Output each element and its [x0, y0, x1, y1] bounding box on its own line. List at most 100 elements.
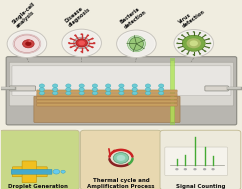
Circle shape — [7, 30, 47, 57]
Circle shape — [176, 31, 212, 56]
Ellipse shape — [182, 35, 205, 51]
FancyBboxPatch shape — [37, 90, 177, 93]
Ellipse shape — [129, 37, 143, 50]
Circle shape — [39, 88, 45, 91]
Ellipse shape — [91, 46, 94, 48]
Ellipse shape — [181, 51, 183, 52]
Circle shape — [92, 84, 98, 88]
Ellipse shape — [74, 35, 76, 36]
Ellipse shape — [204, 34, 206, 36]
Ellipse shape — [70, 46, 72, 48]
Text: Thermal cycle and
Amplification Process: Thermal cycle and Amplification Process — [87, 178, 155, 189]
Circle shape — [106, 84, 111, 88]
Ellipse shape — [178, 47, 180, 48]
Circle shape — [174, 29, 213, 57]
Circle shape — [145, 84, 151, 88]
Circle shape — [66, 91, 71, 95]
Circle shape — [39, 91, 45, 95]
Text: Single-cell
analysis: Single-cell analysis — [11, 1, 40, 29]
Circle shape — [193, 168, 197, 170]
Ellipse shape — [199, 32, 201, 33]
Circle shape — [79, 84, 84, 88]
Ellipse shape — [76, 39, 87, 47]
Ellipse shape — [80, 33, 83, 35]
Ellipse shape — [208, 47, 210, 48]
Text: Virus
detection: Virus detection — [178, 5, 206, 29]
Ellipse shape — [13, 34, 41, 53]
Ellipse shape — [193, 54, 195, 55]
Ellipse shape — [181, 34, 183, 36]
Ellipse shape — [186, 32, 189, 33]
Ellipse shape — [23, 40, 34, 48]
Text: Signal Counting: Signal Counting — [176, 184, 225, 189]
Circle shape — [92, 91, 98, 95]
Circle shape — [119, 91, 124, 95]
Circle shape — [203, 168, 206, 170]
Ellipse shape — [91, 38, 94, 40]
Circle shape — [9, 31, 45, 56]
Ellipse shape — [87, 35, 89, 36]
FancyBboxPatch shape — [0, 130, 79, 189]
Circle shape — [66, 84, 71, 88]
Circle shape — [62, 29, 101, 57]
Ellipse shape — [78, 41, 85, 45]
FancyBboxPatch shape — [165, 147, 227, 176]
Ellipse shape — [209, 43, 211, 44]
Ellipse shape — [68, 42, 70, 44]
FancyBboxPatch shape — [37, 97, 177, 99]
Circle shape — [132, 88, 137, 91]
Ellipse shape — [93, 42, 95, 44]
Circle shape — [145, 88, 151, 91]
Circle shape — [184, 168, 187, 170]
Circle shape — [106, 91, 111, 95]
FancyBboxPatch shape — [12, 66, 231, 96]
FancyBboxPatch shape — [9, 62, 234, 106]
FancyBboxPatch shape — [9, 86, 36, 91]
FancyBboxPatch shape — [12, 167, 47, 177]
Ellipse shape — [80, 51, 83, 53]
Circle shape — [159, 84, 164, 88]
Circle shape — [211, 168, 215, 170]
Circle shape — [79, 91, 84, 95]
Circle shape — [117, 155, 125, 161]
FancyBboxPatch shape — [160, 130, 241, 189]
Circle shape — [53, 91, 58, 95]
Ellipse shape — [74, 37, 90, 49]
Circle shape — [132, 84, 137, 88]
Circle shape — [92, 88, 98, 91]
Ellipse shape — [176, 43, 178, 44]
FancyBboxPatch shape — [11, 169, 52, 174]
Ellipse shape — [87, 50, 89, 51]
Circle shape — [145, 91, 151, 95]
Ellipse shape — [189, 40, 198, 46]
Circle shape — [119, 88, 124, 91]
Circle shape — [79, 88, 84, 91]
FancyBboxPatch shape — [37, 100, 177, 103]
FancyBboxPatch shape — [170, 58, 175, 125]
Ellipse shape — [25, 42, 31, 46]
Text: Bacteria
detection: Bacteria detection — [120, 5, 147, 29]
FancyBboxPatch shape — [37, 93, 177, 96]
Circle shape — [159, 88, 164, 91]
Circle shape — [53, 84, 58, 88]
FancyBboxPatch shape — [22, 161, 36, 183]
Ellipse shape — [204, 51, 206, 52]
Text: Droplet Generation: Droplet Generation — [8, 184, 68, 189]
Ellipse shape — [208, 38, 210, 40]
Ellipse shape — [127, 36, 145, 52]
FancyBboxPatch shape — [171, 61, 174, 122]
FancyBboxPatch shape — [80, 130, 161, 189]
Circle shape — [53, 88, 58, 91]
Ellipse shape — [28, 40, 31, 42]
Circle shape — [132, 91, 137, 95]
Ellipse shape — [70, 38, 72, 40]
Circle shape — [39, 84, 45, 88]
Circle shape — [159, 91, 164, 95]
Circle shape — [175, 168, 179, 170]
FancyBboxPatch shape — [37, 103, 177, 106]
Ellipse shape — [199, 53, 201, 55]
Circle shape — [53, 169, 60, 174]
Circle shape — [64, 31, 99, 55]
Circle shape — [117, 30, 156, 57]
Text: Disease
diagnosis: Disease diagnosis — [64, 2, 92, 28]
